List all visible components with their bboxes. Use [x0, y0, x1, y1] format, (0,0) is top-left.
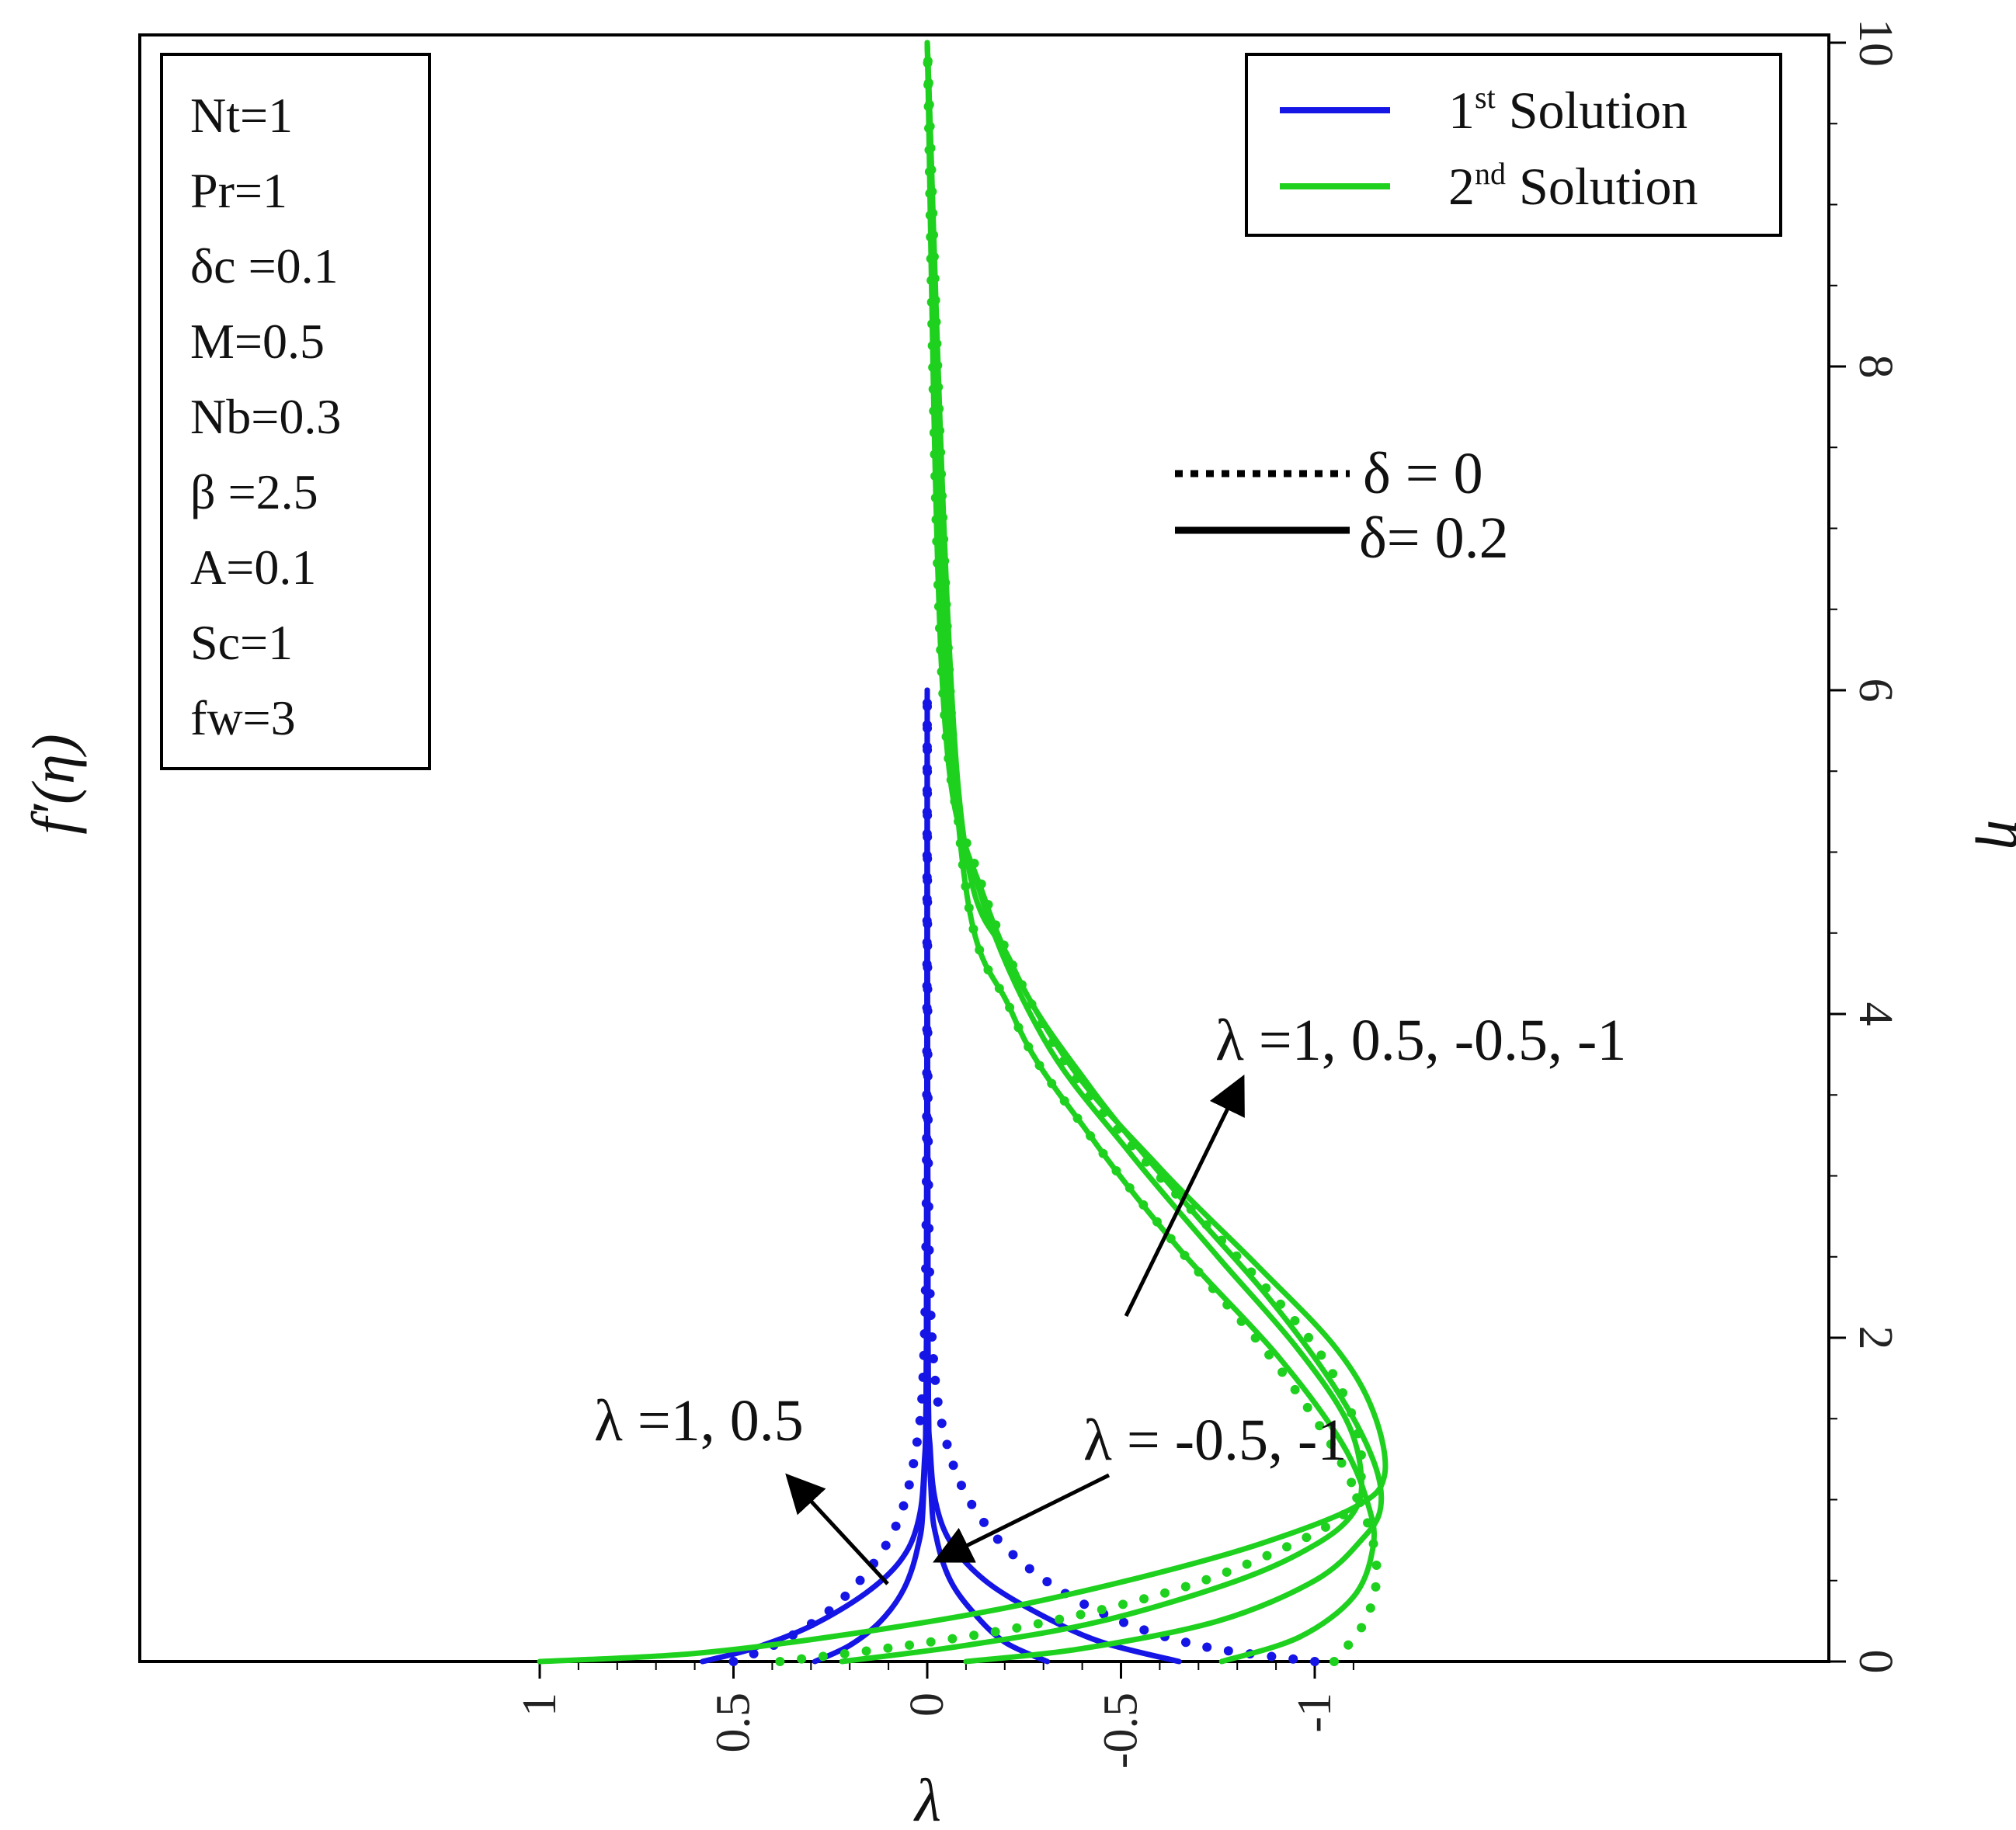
curve-second-dotted-lambda-1	[775, 38, 1367, 1666]
x-tick-label: -0.5	[1095, 1693, 1148, 1769]
legend-box	[1245, 53, 1782, 237]
parameter-item: Pr=1	[190, 163, 287, 218]
y-tick-label: 0	[1849, 1650, 1902, 1674]
y-tick-label: 4	[1849, 1002, 1902, 1026]
curve-first-solid-lambda-0.5	[812, 687, 930, 1665]
curve-first-solid-lambda-1	[700, 687, 930, 1665]
right-y-axis-label: η	[1975, 820, 2016, 850]
annotation-blue-lambda-left: λ =1, 0.5	[594, 1388, 804, 1453]
annotation-arrow-blue-left	[785, 1473, 889, 1585]
parameter-item: δc =0.1	[190, 238, 339, 293]
parameter-item: M=0.5	[190, 314, 325, 369]
y-tick-label: 10	[1849, 19, 1902, 67]
y-tick-label: 2	[1849, 1326, 1902, 1350]
left-y-axis-label: f′(η)	[19, 734, 87, 834]
style-legend-dotted-label: δ = 0	[1363, 441, 1483, 506]
style-legend-solid-label: δ= 0.2	[1359, 505, 1509, 571]
x-tick-label: 0.5	[707, 1693, 760, 1753]
x-axis: 1 0.5 0 -0.5 -1	[513, 1662, 1354, 1769]
parameter-box	[160, 53, 431, 770]
y-tick-label: 8	[1849, 355, 1902, 379]
annotation-green-lambda: λ =1, 0.5, -0.5, -1	[1215, 1008, 1626, 1073]
parameter-item: A=0.1	[190, 540, 316, 595]
parameter-item: β =2.5	[190, 464, 318, 519]
curve-first-dotted-lambda-1	[728, 686, 932, 1666]
curves	[537, 38, 1389, 1666]
y-tick-label: 6	[1849, 679, 1902, 703]
annotation-blue-lambda-right: λ = -0.5, -1	[1083, 1408, 1347, 1473]
curve-second-solid-lambda--1	[924, 40, 1377, 1665]
curve-first-dotted-lambda--1	[923, 686, 1319, 1666]
legend-label-first: 1st Solution	[1448, 80, 1688, 140]
parameter-list: Nt=1 Pr=1 δc =0.1 M=0.5 Nb=0.3 β =2.5 A=0.1 Sc=…	[190, 88, 341, 745]
right-y-axis: 0 2 4 6 8 10	[1829, 19, 1902, 1674]
parameter-item: fw=3	[190, 690, 296, 745]
x-tick-label: -1	[1288, 1693, 1341, 1733]
legend-label-second: 2nd Solution	[1448, 156, 1698, 216]
x-axis-label: λ	[913, 1766, 941, 1830]
parameter-item: Sc=1	[190, 615, 293, 670]
annotation-arrow-blue-right	[933, 1473, 1111, 1563]
parameter-item: Nt=1	[190, 88, 293, 143]
x-tick-label: 0	[901, 1693, 954, 1717]
curve-second-solid-lambda-0.5	[839, 40, 1364, 1665]
parameter-item: Nb=0.3	[190, 389, 341, 444]
x-tick-label: 1	[513, 1693, 566, 1717]
annotation-arrow-green	[1124, 1075, 1245, 1318]
